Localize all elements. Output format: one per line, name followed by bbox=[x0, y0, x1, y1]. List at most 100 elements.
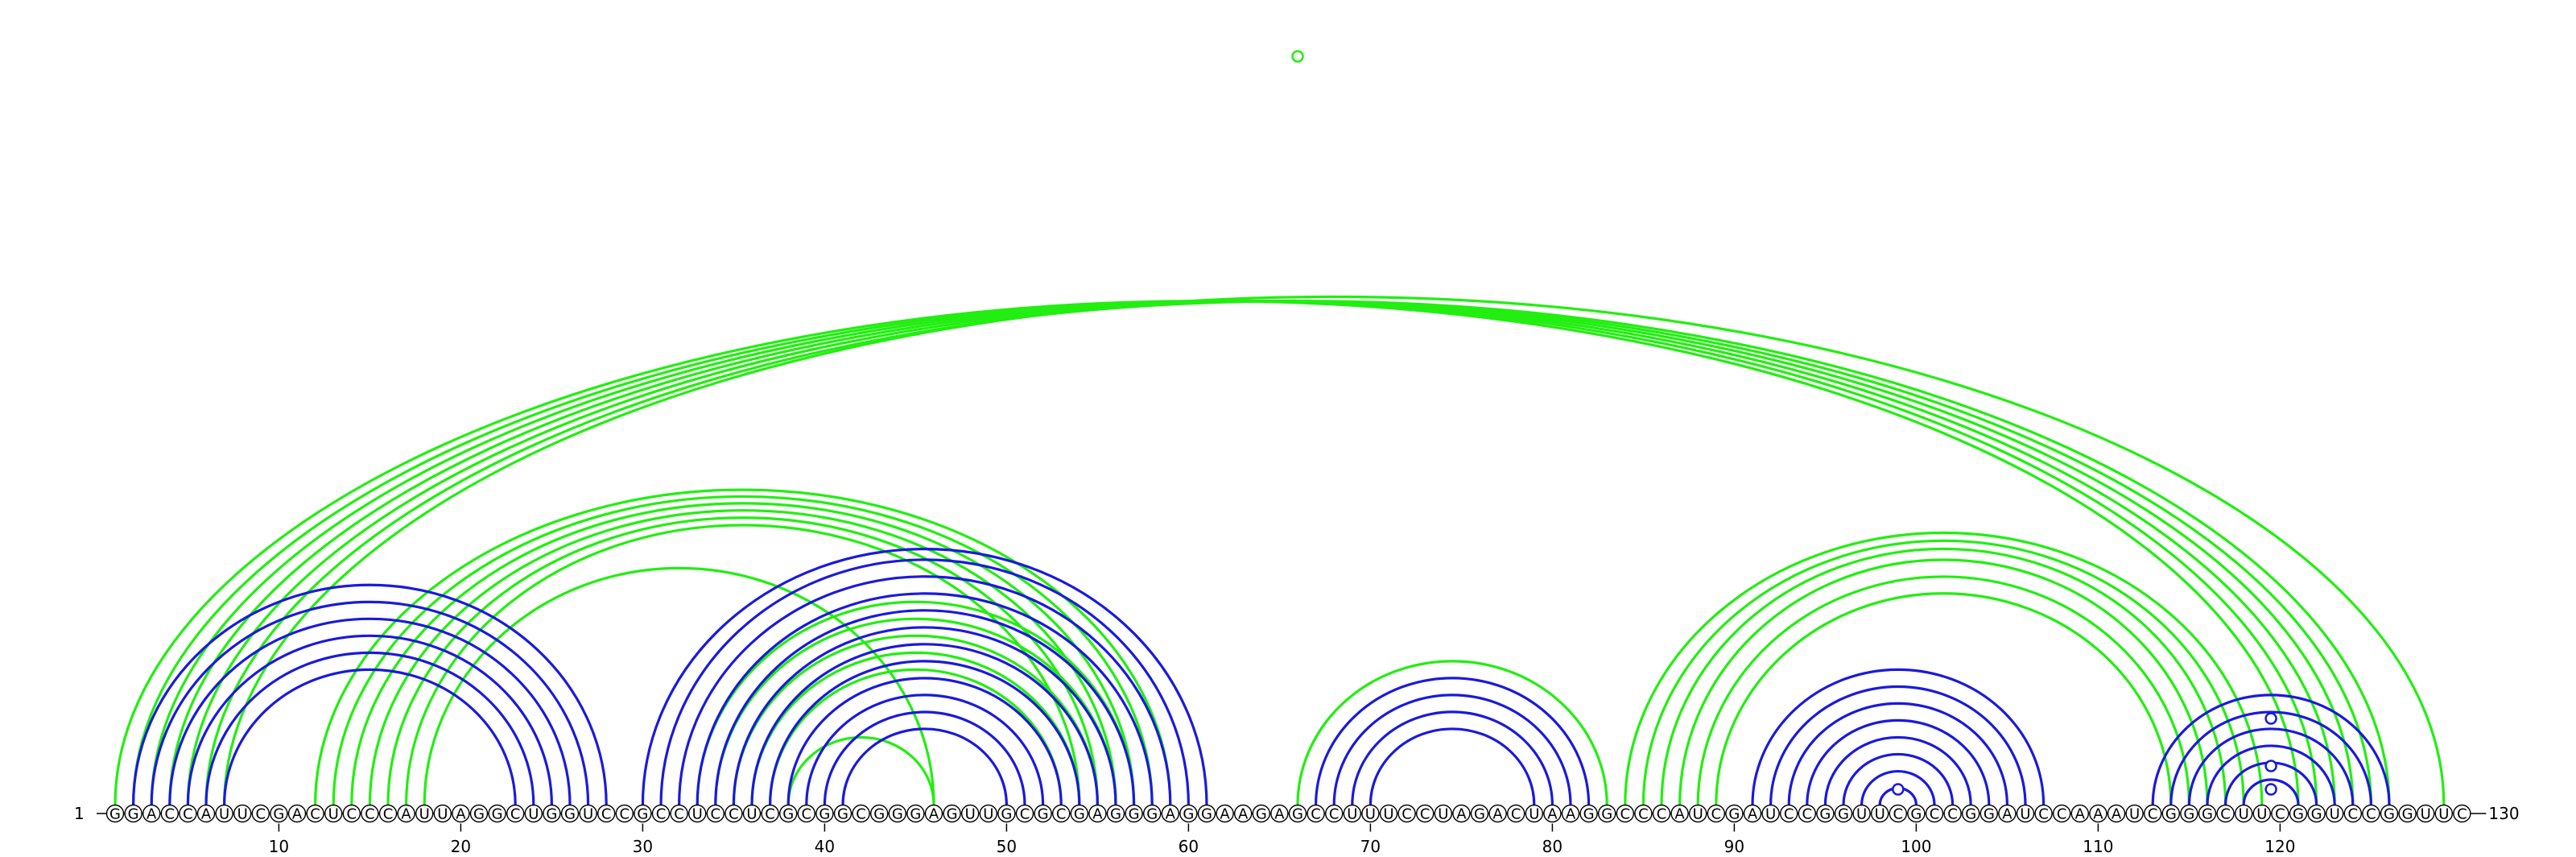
nucleotide-letter: C bbox=[729, 806, 739, 823]
nucleotide-letter: U bbox=[583, 806, 593, 823]
nucleotide-letter: G bbox=[1601, 806, 1612, 823]
nucleotide: A bbox=[1488, 804, 1507, 823]
nucleotide: C bbox=[1889, 804, 1908, 823]
nucleotide-letter: C bbox=[601, 806, 612, 823]
nucleotide-letter: A bbox=[2093, 806, 2103, 823]
nucleotide-letter: U bbox=[692, 806, 703, 823]
green-arc bbox=[1678, 558, 2209, 805]
green-arc bbox=[1296, 660, 1608, 805]
green-arc bbox=[1715, 592, 2173, 805]
nucleotide: A bbox=[2089, 804, 2107, 823]
nucleotide: A bbox=[452, 804, 470, 823]
nucleotide: G bbox=[1125, 804, 1143, 823]
blue-arc bbox=[2242, 778, 2300, 805]
nucleotide-letter: G bbox=[910, 806, 921, 823]
nucleotide: C bbox=[2343, 804, 2363, 823]
nucleotide-letter: C bbox=[183, 806, 193, 823]
blue-arc bbox=[1368, 727, 1536, 805]
nucleotide-letter: C bbox=[1638, 806, 1649, 823]
tick-label: 90 bbox=[1724, 837, 1744, 856]
nucleotide: G bbox=[1834, 804, 1853, 823]
tick-label: 110 bbox=[2083, 837, 2113, 856]
nucleotide: A bbox=[142, 804, 161, 823]
nucleotide-letter: C bbox=[1657, 806, 1667, 823]
nucleotide: C bbox=[724, 804, 743, 823]
blue-arc bbox=[2206, 744, 2336, 805]
blue-arc bbox=[132, 583, 608, 805]
nucleotide: U bbox=[415, 804, 434, 823]
nucleotide: C bbox=[342, 804, 361, 823]
green-arc bbox=[1641, 539, 2245, 805]
nucleotide: C bbox=[2052, 804, 2071, 823]
nucleotide: A bbox=[287, 804, 307, 823]
nucleotide: G bbox=[779, 804, 798, 823]
nucleotide: U bbox=[433, 804, 452, 823]
nucleotide: U bbox=[1434, 804, 1453, 823]
nucleotide-letter: U bbox=[437, 806, 448, 823]
nucleotide: G bbox=[2180, 804, 2198, 823]
nucleotide: U bbox=[688, 804, 707, 823]
nucleotide: C bbox=[1397, 804, 1416, 823]
nucleotide-letter: G bbox=[1910, 806, 1922, 823]
nucleotide: C bbox=[1652, 804, 1671, 823]
nucleotide-letter: A bbox=[1492, 806, 1503, 823]
nucleotide-letter: G bbox=[1183, 806, 1194, 823]
nucleotide-letter: C bbox=[1420, 806, 1430, 823]
green-arc bbox=[186, 300, 2372, 805]
nucleotide-letter: G bbox=[1984, 806, 1995, 823]
nucleotide-letter: G bbox=[109, 806, 121, 823]
nucleotide: G bbox=[2398, 804, 2417, 823]
nucleotide: A bbox=[1998, 804, 2017, 823]
tick-label: 20 bbox=[451, 837, 471, 856]
tick-label: 10 bbox=[269, 837, 289, 856]
nucleotide-letter: U bbox=[983, 806, 993, 823]
blue-arc bbox=[659, 558, 1190, 805]
nucleotide: U bbox=[960, 804, 980, 823]
blue-arc bbox=[678, 575, 1172, 805]
blue-arc bbox=[2151, 693, 2391, 805]
nucleotide-letter: A bbox=[401, 806, 411, 823]
nucleotide: A bbox=[397, 804, 415, 823]
green-arc bbox=[204, 300, 2391, 805]
nucleotide-letter: U bbox=[528, 806, 539, 823]
arc-marker bbox=[2264, 783, 2277, 796]
nucleotide: A bbox=[1088, 804, 1107, 823]
blue-arc bbox=[1823, 735, 1972, 805]
nucleotide-letter: G bbox=[473, 806, 485, 823]
nucleotide: U bbox=[524, 804, 543, 823]
nucleotide-letter: G bbox=[637, 806, 648, 823]
nucleotide: U bbox=[979, 804, 998, 823]
nucleotide-letter: G bbox=[492, 806, 503, 823]
nucleotide-letter: U bbox=[965, 806, 976, 823]
nucleotide: C bbox=[160, 804, 180, 823]
nucleotide: G bbox=[1070, 804, 1089, 823]
nucleotide: G bbox=[1288, 804, 1307, 823]
nucleotide-letter: G bbox=[837, 806, 848, 823]
nucleotide-letter: G bbox=[819, 806, 830, 823]
nucleotide-letter: C bbox=[620, 806, 630, 823]
blue-arc bbox=[805, 693, 1045, 805]
nucleotide-letter: C bbox=[1620, 806, 1631, 823]
nucleotide-letter: G bbox=[2311, 806, 2322, 823]
nucleotide-letter: A bbox=[292, 806, 303, 823]
nucleotide-letter: G bbox=[1074, 806, 1085, 823]
nucleotide: A bbox=[1233, 804, 1253, 823]
blue-arc bbox=[1806, 718, 1991, 805]
nucleotide-letter: C bbox=[674, 806, 684, 823]
nucleotide-letter: G bbox=[1819, 806, 1831, 823]
nucleotide: G bbox=[469, 804, 489, 823]
nucleotide: G bbox=[1197, 804, 1216, 823]
nucleotide-letter: C bbox=[365, 806, 375, 823]
nucleotide: C bbox=[761, 804, 779, 823]
nucleotide-letter: U bbox=[328, 806, 339, 823]
nucleotide-letter: C bbox=[765, 806, 775, 823]
nucleotide: G bbox=[1907, 804, 1926, 823]
nucleotide: G bbox=[1816, 804, 1835, 823]
nucleotide: G bbox=[105, 804, 125, 823]
nucleotide-letter: C bbox=[656, 806, 667, 823]
nucleotide: C bbox=[1707, 804, 1726, 823]
nucleotide-letter: U bbox=[746, 806, 757, 823]
nucleotide: G bbox=[270, 804, 288, 823]
nucleotide-letter: U bbox=[2020, 806, 2030, 823]
